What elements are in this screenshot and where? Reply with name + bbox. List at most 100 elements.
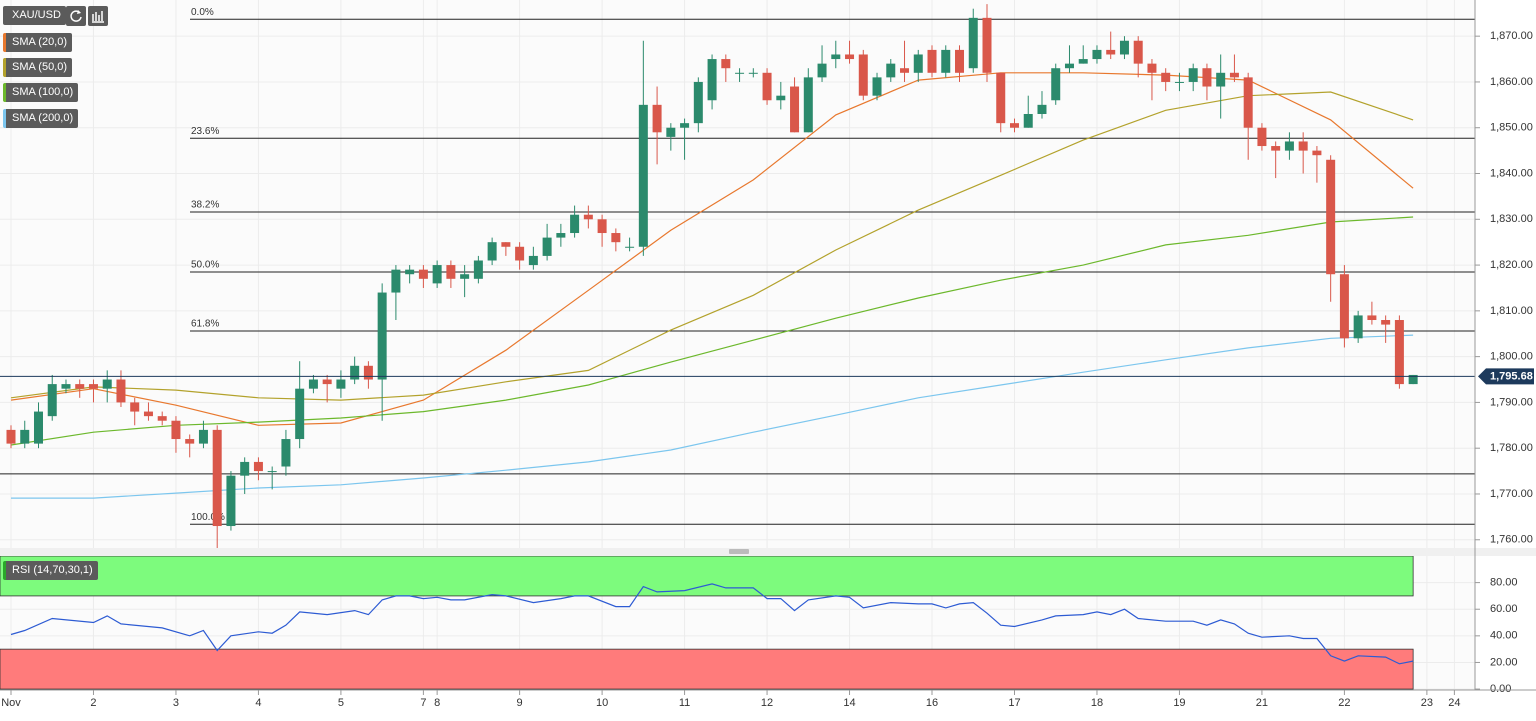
refresh-button[interactable]	[66, 6, 86, 26]
candle-body	[391, 269, 401, 293]
price-label: 1,795.68	[1490, 370, 1533, 382]
candle-body	[996, 72, 1006, 124]
panel-separator	[0, 548, 1536, 556]
y-tick-label: 1,800.00	[1490, 351, 1533, 363]
candle-body	[1051, 68, 1061, 101]
candle-body	[1023, 113, 1033, 128]
candle-body	[611, 233, 621, 243]
candle-body	[226, 475, 236, 527]
candle-body	[693, 81, 703, 124]
y-tick-label: 1,760.00	[1490, 534, 1533, 546]
y-tick-label: 0.00	[1490, 683, 1511, 695]
candle-body	[1202, 68, 1212, 87]
x-tick-label: 3	[173, 697, 179, 709]
y-tick-label: 1,780.00	[1490, 442, 1533, 454]
candle-body	[446, 265, 456, 279]
candle-body	[501, 242, 511, 247]
candle-body	[157, 416, 167, 421]
candle-body	[1284, 141, 1294, 151]
candle-body	[1188, 68, 1198, 82]
x-tick-label: 16	[926, 697, 938, 709]
candle-body	[1367, 315, 1377, 321]
level-label: 0.0%	[191, 7, 214, 18]
candle-body	[350, 365, 360, 380]
candle-body	[143, 411, 153, 417]
x-tick-label: 19	[1173, 697, 1185, 709]
candle-body	[597, 219, 607, 234]
candle-body	[1174, 81, 1184, 83]
zone-band	[0, 648, 1414, 690]
x-tick-label: 11	[679, 697, 690, 709]
candle-body	[405, 269, 415, 275]
x-tick-label: 21	[1256, 697, 1268, 709]
y-tick-label: 1,840.00	[1490, 167, 1533, 179]
candle-body	[941, 49, 951, 73]
candle-body	[308, 379, 318, 389]
candle-body	[570, 214, 580, 234]
x-tick-label: 9	[517, 697, 523, 709]
sma-line	[10, 91, 1414, 401]
x-tick-label: 14	[843, 697, 855, 709]
candle-body	[171, 420, 181, 440]
legend-entry[interactable]: SMA (100,0)	[3, 83, 79, 102]
candle-body	[198, 429, 208, 444]
level-label: 100.0%	[191, 512, 225, 523]
y-tick-label: 40.00	[1490, 630, 1518, 642]
candle-body	[845, 54, 855, 60]
candle-body	[735, 72, 745, 74]
x-tick-label: 24	[1448, 697, 1460, 709]
chart-type-button[interactable]	[88, 6, 108, 26]
candle-body	[1119, 40, 1129, 55]
x-tick-label: 10	[596, 697, 608, 709]
candle-body	[968, 17, 978, 69]
candle-body	[927, 49, 937, 73]
candle-body	[1339, 274, 1349, 339]
level-label: 38.2%	[191, 200, 219, 211]
candle-body	[1394, 320, 1404, 385]
legend-entry[interactable]: SMA (200,0)	[3, 109, 79, 128]
y-tick-label: 1,850.00	[1490, 122, 1533, 134]
candle-body	[33, 411, 43, 444]
legend-entry[interactable]: SMA (50,0)	[3, 58, 73, 77]
candle-body	[432, 265, 442, 284]
candle-body	[1408, 374, 1418, 385]
y-tick-label: 1,860.00	[1490, 76, 1533, 88]
candle-body	[515, 246, 525, 261]
x-tick-label: 23	[1421, 697, 1433, 709]
candle-body	[528, 255, 538, 266]
candle-body	[1037, 104, 1047, 114]
sma-line	[10, 216, 1414, 446]
y-tick-label: 60.00	[1490, 603, 1518, 615]
candle-body	[680, 123, 690, 128]
y-tick-label: 1,810.00	[1490, 305, 1533, 317]
candle-body	[20, 429, 30, 444]
candle-body	[1312, 150, 1322, 156]
candle-body	[322, 379, 332, 385]
price-badge	[1478, 368, 1534, 385]
candle-body	[638, 104, 648, 247]
candle-body	[418, 269, 428, 279]
candle-body	[460, 274, 470, 279]
candle-body	[88, 384, 98, 389]
symbol-label[interactable]: XAU/USD	[3, 6, 66, 25]
candle-body	[1216, 72, 1226, 87]
x-tick-label: 8	[434, 697, 440, 709]
legend-entry[interactable]: SMA (20,0)	[3, 33, 73, 52]
candle-body	[666, 127, 676, 137]
candle-body	[487, 242, 497, 261]
candle-body	[1257, 127, 1267, 147]
indicator-label[interactable]: RSI (14,70,30,1)	[3, 561, 98, 580]
candle-body	[212, 429, 222, 527]
candle-body	[748, 72, 758, 74]
candle-body	[185, 439, 195, 444]
candle-body	[542, 237, 552, 256]
candle-body	[1381, 320, 1391, 325]
candle-body	[1092, 49, 1102, 60]
candle-body	[556, 233, 566, 238]
y-tick-label: 20.00	[1490, 656, 1518, 668]
candle-body	[721, 59, 731, 69]
candle-body	[1353, 315, 1363, 339]
x-tick-label: 2	[90, 697, 96, 709]
